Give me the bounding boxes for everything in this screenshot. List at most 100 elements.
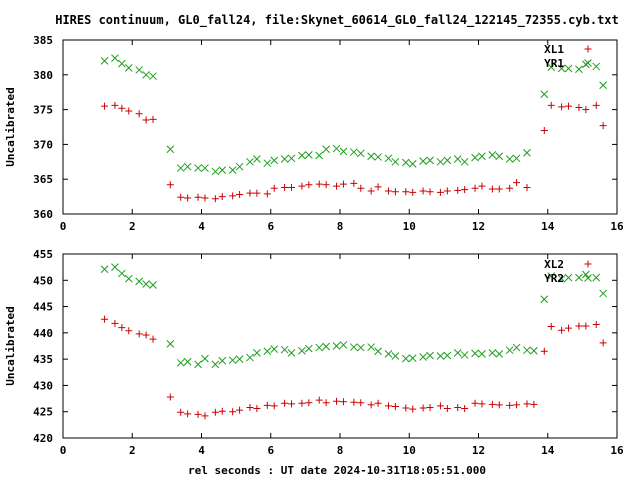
data-point [183,162,192,171]
x-tick-label: 16 [610,444,624,457]
data-point [263,401,271,409]
data-point [367,187,375,195]
data-point [478,350,486,358]
data-point [547,272,556,280]
data-point [547,63,556,71]
data-point [478,400,486,408]
data-point [263,159,272,168]
data-point [100,265,109,274]
data-point [599,289,608,298]
data-point [246,157,254,166]
data-point [436,402,444,410]
data-point [322,181,330,189]
data-point [443,187,451,195]
data-point [540,126,548,134]
legend-label: XL2 [544,258,564,271]
data-point [575,322,583,330]
data-point [401,354,410,363]
data-point [246,189,254,197]
data-point [426,404,434,412]
data-point [142,331,150,339]
y-tick-label: 385 [33,34,53,47]
data-point [201,194,209,202]
data-point [384,350,393,358]
data-point [453,348,462,357]
data-point [564,64,573,73]
data-point [523,184,531,192]
data-point [488,185,496,193]
series-xl2 [101,315,607,420]
data-point [419,404,427,412]
data-point [488,348,497,357]
data-point [367,401,375,409]
data-point [592,62,601,71]
y-tick-label: 425 [33,406,53,419]
data-point [505,346,514,355]
data-point [478,182,486,190]
data-point [118,324,126,332]
data-point [436,352,445,360]
data-point [298,346,306,355]
data-point [322,342,331,351]
x-tick-label: 10 [403,444,416,457]
data-point [513,401,521,409]
data-point [505,155,514,163]
legend-label: YR2 [544,272,564,285]
series-yr1 [100,54,608,176]
data-point [557,64,566,73]
data-point [582,322,590,330]
data-point [211,360,220,369]
data-point [236,191,244,199]
data-point [298,182,306,190]
data-point [280,155,289,163]
data-point [253,405,261,413]
data-point [443,405,451,413]
data-point [339,147,348,156]
data-point [374,399,382,407]
data-point [124,274,133,283]
data-point [270,184,278,192]
data-point [166,145,175,154]
data-point [575,273,583,282]
data-point [540,295,549,304]
data-point [349,148,358,156]
plot-frame [62,39,618,215]
data-point [391,352,400,360]
y-tick-label: 365 [33,173,53,186]
data-point [253,348,261,357]
data-point [374,153,382,161]
data-point [530,400,538,408]
data-point [401,158,410,167]
x-tick-label: 10 [403,220,416,233]
data-point [547,323,555,331]
legend-marker [584,45,592,53]
data-point [367,343,376,351]
data-point [478,152,486,161]
x-tick-label: 0 [60,444,67,457]
data-point [565,102,573,110]
legend-label: YR1 [544,57,564,70]
data-point [315,343,324,352]
data-point [281,184,289,192]
y-tick-label: 455 [33,248,53,261]
data-point [135,66,144,74]
data-point [408,160,417,168]
data-point [111,319,119,327]
data-point [599,81,608,90]
data-point [426,156,434,165]
data-point [575,65,583,74]
data-point [183,357,192,366]
data-point [228,166,237,175]
data-point [211,408,219,416]
data-point [118,104,126,112]
data-point [350,398,358,406]
plot-frame [62,253,618,439]
data-point [599,122,607,130]
data-point [357,399,365,407]
data-point [565,324,573,332]
data-point [488,150,497,159]
data-point [436,157,445,166]
data-point [357,184,365,192]
data-point [460,351,469,359]
data-point [298,399,306,407]
